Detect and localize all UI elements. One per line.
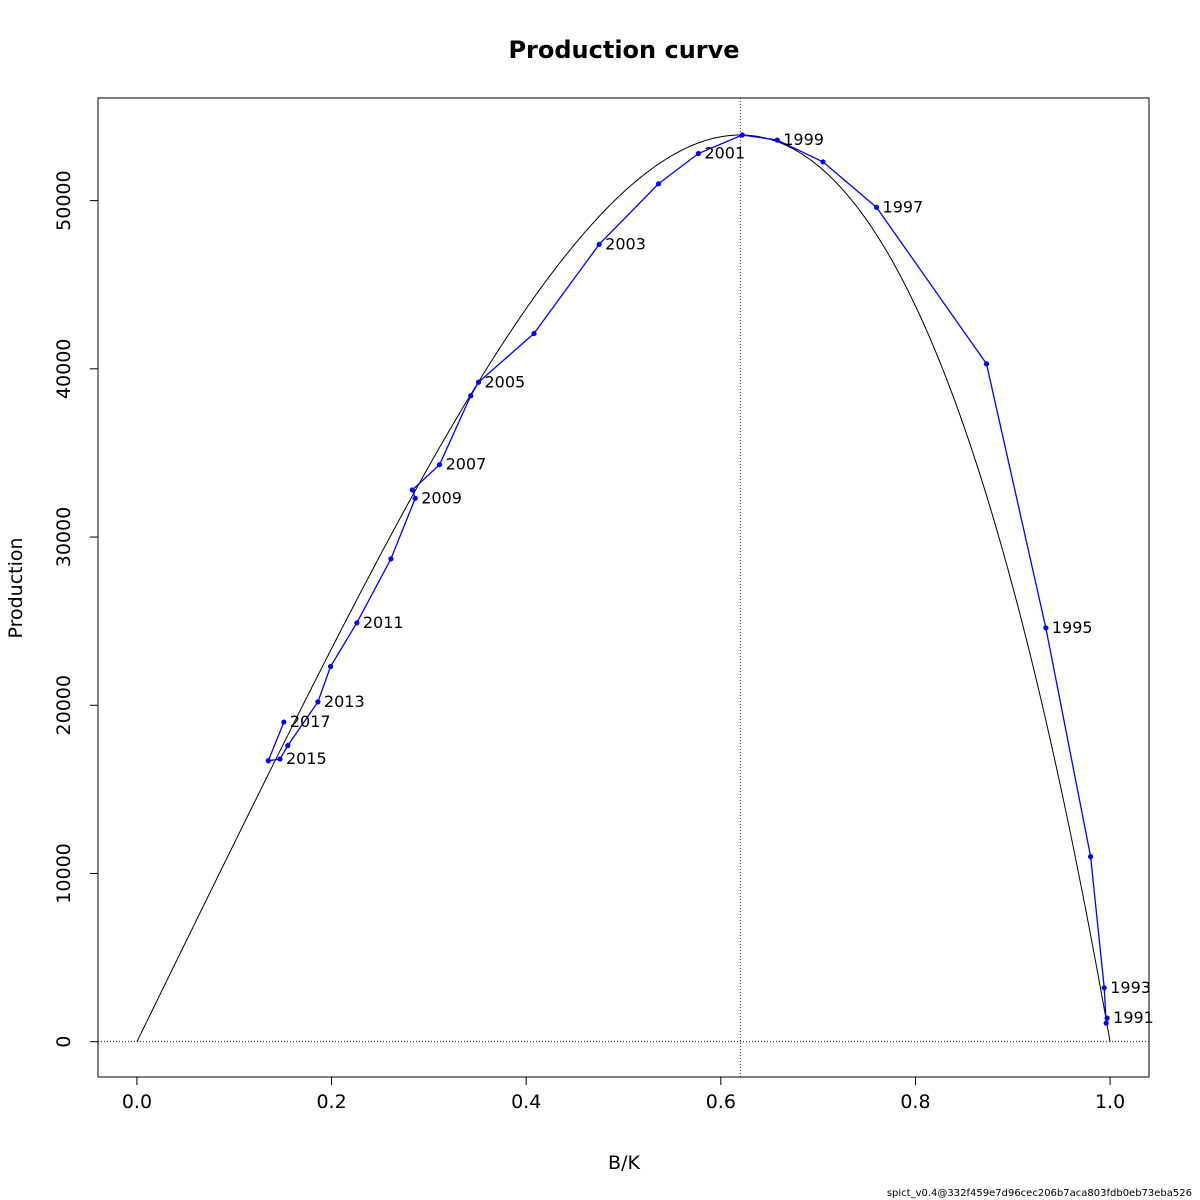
x-axis-label: B/K [608,1152,640,1174]
point-label-1991: 1991 [1113,1008,1154,1027]
data-point-2013 [315,699,321,705]
point-label-2007: 2007 [446,455,487,474]
point-label-2001: 2001 [704,144,745,163]
data-point-2002 [655,181,662,187]
data-point-2014 [285,743,291,749]
y-tick-label: 10000 [53,843,75,903]
x-tick-label: 0.2 [316,1091,346,1113]
reference-lines [98,98,1149,1077]
data-point-1999 [774,137,780,143]
data-point-1993 [1101,985,1107,991]
data-point-1995 [1043,625,1049,631]
point-label-2005: 2005 [485,372,526,391]
x-tick-label: 0.6 [706,1091,736,1113]
data-point-2006 [468,393,474,399]
data-point-2007 [436,462,443,468]
y-axis-label: Production [5,537,27,638]
point-label-1995: 1995 [1052,618,1093,637]
point-labels: 1991 1993 1995 1997 1999 2001 2003 2005 2007 2009… [286,130,1154,1027]
data-point-1998 [820,159,826,165]
data-point-2003 [596,241,602,247]
data-point-1994 [1088,854,1094,860]
series-line [267,134,1108,1024]
data-point-2009 [412,495,418,501]
data-point-2011 [354,620,360,626]
data-point-1997 [873,204,880,210]
data-point-1992 [1103,1020,1109,1026]
data-point-2004 [531,330,537,337]
y-axis: 0 10000 20000 30000 40000 50000 [53,170,99,1048]
y-tick-label: 50000 [53,170,75,230]
point-label-1999: 1999 [783,130,824,149]
x-tick-label: 0.4 [511,1091,541,1113]
series-points [265,132,1110,1026]
point-label-2011: 2011 [363,613,404,632]
point-label-2009: 2009 [421,488,462,507]
data-point-2005 [475,379,482,385]
point-label-1997: 1997 [883,197,924,216]
x-tick-label: 0.0 [122,1091,152,1113]
x-tick-label: 1.0 [1095,1091,1125,1113]
data-point-2012 [327,663,334,670]
data-point-1996 [983,361,990,367]
y-tick-label: 20000 [53,675,75,735]
data-point-2015 [277,756,283,762]
data-point-2000 [739,132,745,138]
point-label-2013: 2013 [324,692,365,711]
point-label-2015: 2015 [286,749,327,768]
data-point-2001 [695,150,702,157]
point-label-1993: 1993 [1110,978,1151,997]
version-footer: spict_v0.4@332f459e7d96cec206b7aca803fdb… [887,1188,1192,1199]
x-axis: 0.0 0.2 0.4 0.6 0.8 1.0 [122,1076,1125,1113]
data-point-1991 [1104,1015,1110,1021]
y-tick-label: 0 [53,1036,75,1048]
data-point-2008 [409,487,415,493]
data-point-2016 [265,758,271,764]
point-label-2017: 2017 [290,712,331,731]
chart-title: Production curve [508,36,739,64]
point-label-2003: 2003 [605,234,646,253]
data-point-2017 [281,719,287,725]
y-tick-label: 30000 [53,507,75,567]
data-point-2010 [388,556,394,562]
x-tick-label: 0.8 [900,1091,930,1113]
theoretical-production-curve [136,134,1111,1042]
y-tick-label: 40000 [53,339,75,399]
